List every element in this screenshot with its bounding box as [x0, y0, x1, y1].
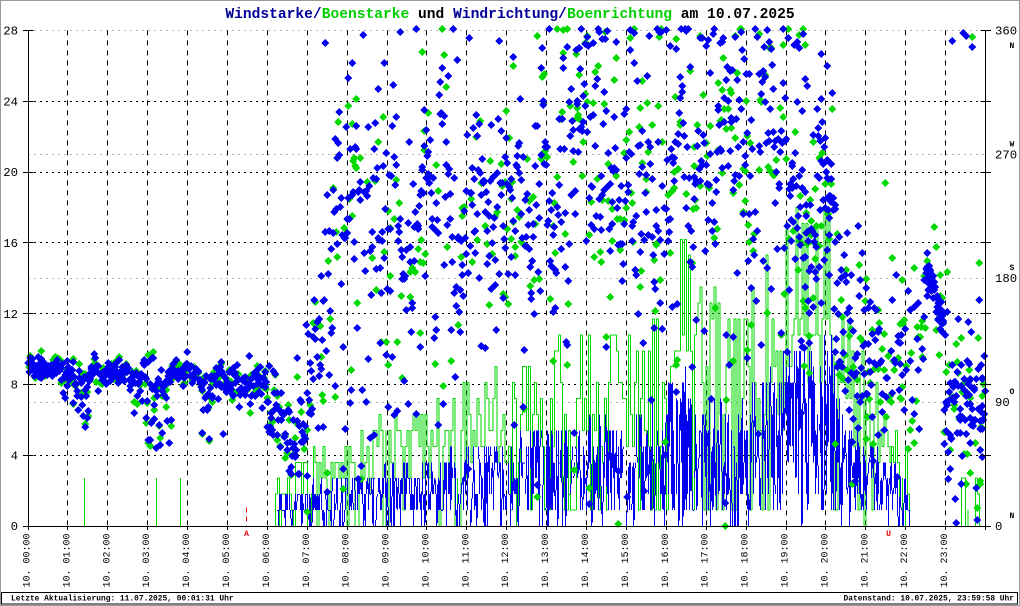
- svg-text:10. 17:00: 10. 17:00: [701, 533, 712, 587]
- svg-text:24: 24: [3, 95, 18, 109]
- svg-text:10. 08:00: 10. 08:00: [342, 533, 353, 587]
- svg-text:10. 10:00: 10. 10:00: [422, 533, 433, 587]
- svg-text:10. 13:00: 10. 13:00: [541, 533, 552, 587]
- svg-text:Datenstand: 10.07.2025, 23:59:: Datenstand: 10.07.2025, 23:59:58 Uhr: [844, 595, 1015, 604]
- svg-text:0: 0: [11, 520, 18, 534]
- svg-text:U: U: [886, 530, 891, 539]
- svg-text:10. 15:00: 10. 15:00: [621, 533, 632, 587]
- svg-text:10. 02:00: 10. 02:00: [102, 533, 113, 587]
- svg-text:O: O: [1010, 388, 1015, 397]
- svg-text:N: N: [1010, 42, 1015, 51]
- svg-text:Windstarke/Boenstarke und Wind: Windstarke/Boenstarke und Windrichtung/B…: [225, 7, 794, 23]
- svg-text:4: 4: [11, 449, 18, 463]
- svg-text:10. 23:00: 10. 23:00: [940, 533, 951, 587]
- svg-text:10. 09:00: 10. 09:00: [382, 533, 393, 587]
- svg-text:10. 00:00: 10. 00:00: [23, 533, 34, 587]
- svg-text:20: 20: [3, 166, 18, 180]
- svg-text:10. 21:00: 10. 21:00: [860, 533, 871, 587]
- svg-text:10. 16:00: 10. 16:00: [661, 533, 672, 587]
- svg-text:12: 12: [3, 308, 18, 322]
- svg-text:16: 16: [3, 237, 18, 251]
- svg-text:10. 22:00: 10. 22:00: [900, 533, 911, 587]
- svg-text:0: 0: [995, 520, 1002, 534]
- svg-text:10. 06:00: 10. 06:00: [262, 533, 273, 587]
- svg-text:360: 360: [995, 24, 1017, 38]
- svg-text:8: 8: [11, 379, 18, 393]
- svg-text:10. 03:00: 10. 03:00: [142, 533, 153, 587]
- svg-text:10. 05:00: 10. 05:00: [222, 533, 233, 587]
- svg-text:A: A: [244, 530, 249, 539]
- svg-text:10. 07:00: 10. 07:00: [302, 533, 313, 587]
- svg-text:10. 18:00: 10. 18:00: [741, 533, 752, 587]
- svg-text:Letzte Aktualisierung: 11.07.2: Letzte Aktualisierung: 11.07.2025, 00:01…: [11, 595, 234, 604]
- svg-text:10. 14:00: 10. 14:00: [581, 533, 592, 587]
- svg-text:N: N: [1010, 512, 1015, 521]
- svg-text:270: 270: [995, 148, 1017, 162]
- svg-text:S: S: [1010, 264, 1015, 273]
- svg-text:10. 12:00: 10. 12:00: [501, 533, 512, 587]
- svg-text:10. 20:00: 10. 20:00: [820, 533, 831, 587]
- svg-text:28: 28: [3, 25, 18, 39]
- svg-text:10. 11:00: 10. 11:00: [461, 533, 472, 587]
- svg-text:10. 19:00: 10. 19:00: [781, 533, 792, 587]
- svg-text:10. 04:00: 10. 04:00: [182, 533, 193, 587]
- svg-text:W: W: [1010, 140, 1015, 149]
- svg-text:180: 180: [995, 272, 1017, 286]
- svg-text:10. 01:00: 10. 01:00: [62, 533, 73, 587]
- svg-text:90: 90: [995, 396, 1010, 410]
